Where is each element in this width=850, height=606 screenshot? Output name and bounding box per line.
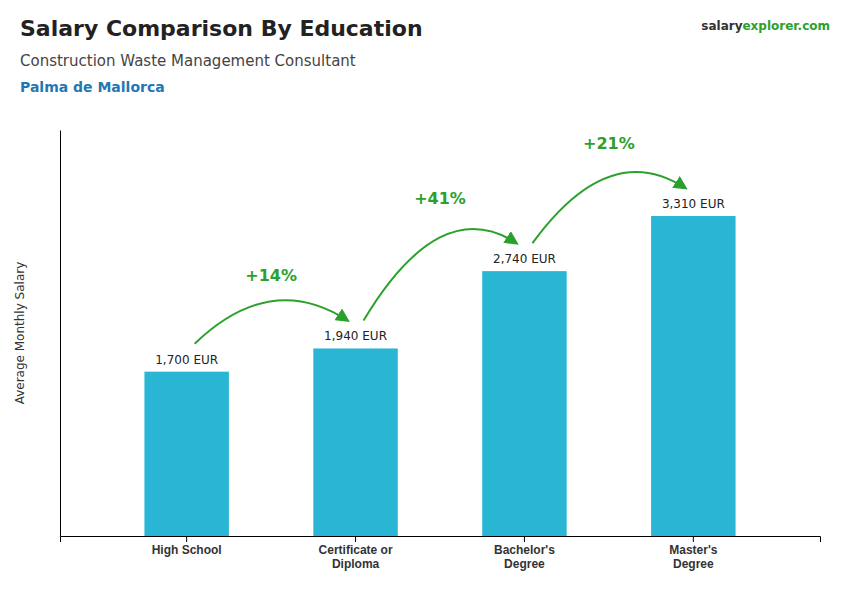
x-axis-line <box>61 537 821 543</box>
y-axis-line <box>60 131 61 537</box>
data-label: 2,740 EUR <box>493 252 556 266</box>
x-tick: Master'sDegree <box>669 536 718 571</box>
data-label: 3,310 EUR <box>662 197 725 211</box>
bar <box>313 348 397 536</box>
x-tick: Certificate orDiploma <box>319 536 393 571</box>
x-tick-label: Certificate orDiploma <box>319 543 393 571</box>
change-label: +41% <box>414 189 466 208</box>
bar <box>144 372 228 536</box>
change-arrow <box>364 229 517 320</box>
title: Salary Comparison By Education <box>20 16 423 41</box>
y-axis-title: Average Monthly Salary <box>13 262 27 405</box>
data-label: 1,700 EUR <box>155 353 218 367</box>
chart: Salary Comparison By Education Constructi… <box>0 0 850 606</box>
x-tick-label: High School <box>152 543 222 557</box>
x-tick: Bachelor'sDegree <box>494 536 555 571</box>
bar <box>482 271 566 536</box>
x-tick-label: Master'sDegree <box>669 543 718 571</box>
change-label: +21% <box>583 134 635 153</box>
subtitle: Palma de Mallorca <box>20 79 165 95</box>
plot: High School Certificate orDiploma Bachelor… <box>61 131 821 571</box>
x-axis: High School Certificate orDiploma Bachelor… <box>61 536 821 571</box>
brand-part: explorer.com <box>742 19 830 33</box>
y-axis <box>60 131 61 537</box>
x-tick-mark <box>355 536 356 542</box>
brand: salaryexplorer.com <box>701 19 830 33</box>
x-tick-mark <box>693 536 694 542</box>
bars <box>144 216 735 536</box>
brand-part: salary <box>701 19 742 33</box>
data-labels: 1,700 EUR 1,940 EUR 2,740 EUR 3,310 EUR <box>155 197 725 367</box>
x-tick-label: Bachelor'sDegree <box>494 543 555 571</box>
x-tick-mark <box>186 536 187 542</box>
data-label: 1,940 EUR <box>324 329 387 343</box>
bar <box>651 216 735 536</box>
change-label: +14% <box>245 266 297 285</box>
subtitle: Construction Waste Management Consultant <box>20 52 356 70</box>
x-tick-mark <box>524 536 525 542</box>
x-tick: High School <box>152 536 222 557</box>
change-arrow <box>195 300 348 343</box>
annotations: +14% +41% +21% <box>195 134 686 344</box>
change-arrow <box>532 172 685 243</box>
